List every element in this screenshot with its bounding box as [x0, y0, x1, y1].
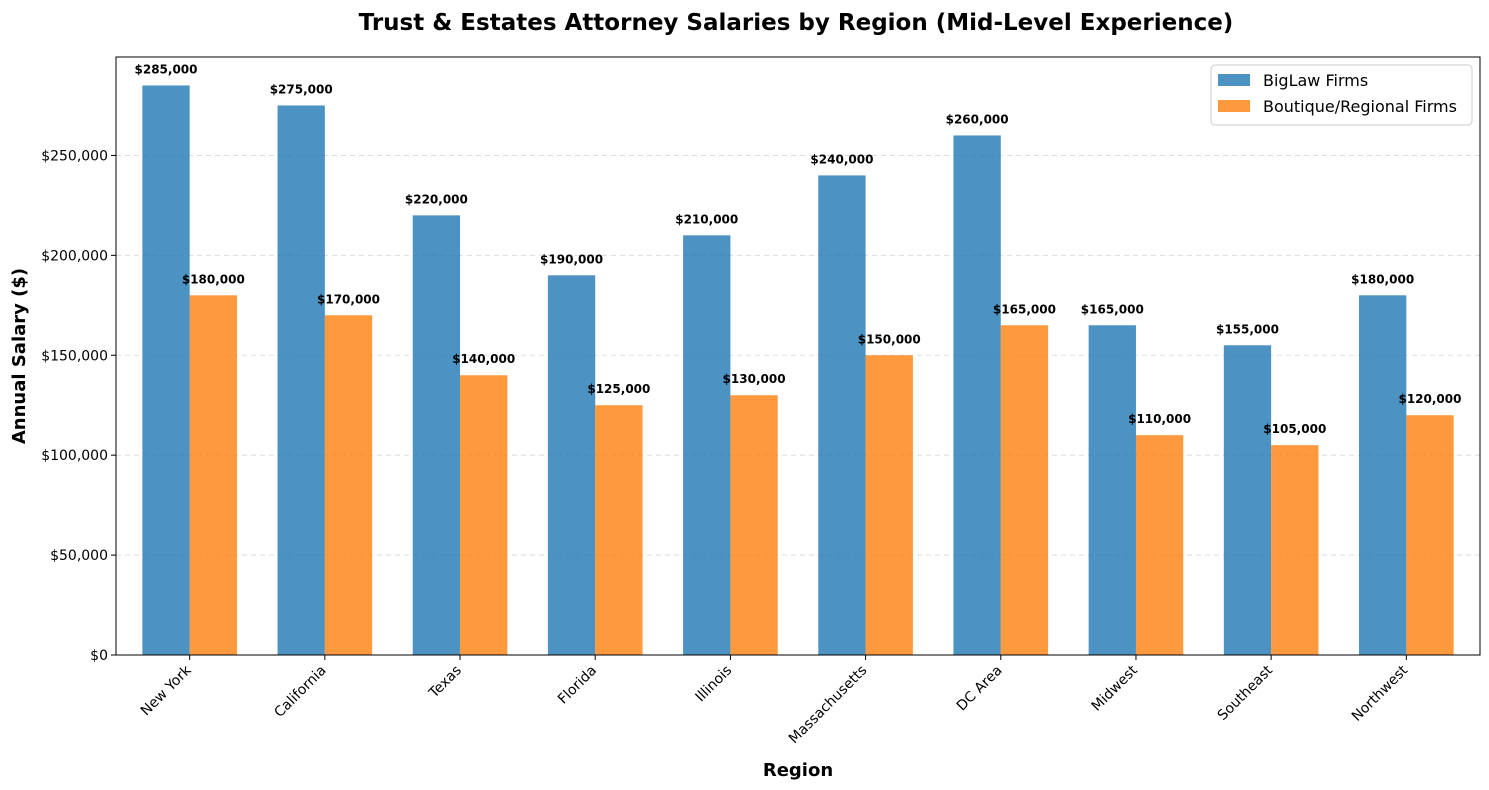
bar-biglaw — [953, 135, 1001, 655]
x-tick-label: New York — [138, 662, 195, 719]
legend: BigLaw Firms Boutique/Regional Firms — [1210, 64, 1473, 126]
bar-boutique — [460, 375, 508, 655]
bar-biglaw — [412, 215, 461, 655]
plot-frame — [115, 56, 1481, 656]
legend-swatch — [1218, 74, 1250, 86]
x-tick-label: Northwest — [1349, 662, 1412, 725]
data-label: $285,000 — [135, 62, 198, 76]
x-tick-label: Illinois — [693, 663, 736, 706]
x-tick-label: Midwest — [1089, 662, 1141, 714]
bar-biglaw — [1359, 295, 1407, 655]
bar-biglaw — [683, 235, 731, 655]
data-label: $240,000 — [810, 152, 873, 166]
bar-biglaw — [818, 175, 866, 655]
x-tick-label: Massachusetts — [786, 663, 870, 747]
data-label: $275,000 — [270, 82, 333, 96]
data-label: $155,000 — [1216, 322, 1279, 336]
x-axis-label: Region — [763, 760, 833, 781]
bar-boutique — [595, 405, 643, 655]
bar-boutique — [189, 295, 237, 655]
y-tick-label: $250,000 — [41, 148, 108, 164]
bar-biglaw — [547, 275, 596, 655]
bar-biglaw — [1223, 345, 1272, 655]
data-label: $105,000 — [1263, 422, 1326, 436]
bar-biglaw — [1088, 325, 1136, 655]
data-label: $110,000 — [1128, 412, 1191, 426]
x-tick-label: Texas — [425, 663, 464, 702]
x-tick-label: DC Area — [954, 663, 1006, 715]
data-label: $125,000 — [587, 382, 650, 396]
legend-box — [1210, 64, 1473, 126]
data-labels: $285,000 $180,000 $275,000 $170,000 $220,000… — [135, 62, 1462, 436]
data-label: $260,000 — [946, 112, 1009, 126]
chart-title: Trust & Estates Attorney Salaries by Reg… — [359, 10, 1234, 36]
data-label: $140,000 — [452, 352, 515, 366]
data-label: $190,000 — [540, 252, 603, 266]
bar-boutique — [1000, 325, 1049, 655]
data-label: $220,000 — [405, 192, 468, 206]
y-tick-label: $50,000 — [50, 548, 108, 564]
y-tick-label: $100,000 — [41, 448, 108, 464]
bar-boutique — [1406, 415, 1454, 655]
data-label: $130,000 — [723, 372, 786, 386]
y-axis: $0 $50,000 $100,000 $150,000 $200,000 $250,00… — [41, 148, 116, 664]
legend-label: BigLaw Firms — [1263, 71, 1368, 90]
bar-biglaw — [142, 85, 190, 655]
y-axis-label: Annual Salary ($) — [9, 268, 30, 444]
data-label: $165,000 — [1081, 302, 1144, 316]
data-label: $170,000 — [317, 292, 380, 306]
bar-biglaw — [277, 105, 325, 656]
legend-swatch — [1218, 100, 1250, 112]
data-label: $150,000 — [858, 332, 921, 346]
x-axis: New York California Texas Florida Illinois Ma… — [138, 655, 1412, 747]
x-tick-label: California — [271, 663, 329, 721]
bar-boutique — [730, 395, 778, 655]
data-label: $180,000 — [182, 272, 245, 286]
data-label: $165,000 — [993, 302, 1056, 316]
y-tick-label: $200,000 — [41, 248, 108, 264]
bar-boutique — [865, 355, 913, 655]
bar-boutique — [1271, 445, 1319, 655]
legend-label: Boutique/Regional Firms — [1263, 97, 1457, 116]
bar-boutique — [1135, 435, 1184, 655]
y-tick-label: $0 — [90, 648, 108, 664]
x-tick-label: Southeast — [1215, 662, 1277, 724]
bar-boutique — [324, 315, 373, 655]
bars — [142, 85, 1454, 656]
data-label: $180,000 — [1351, 272, 1414, 286]
x-tick-label: Florida — [555, 663, 600, 708]
data-label: $210,000 — [675, 212, 738, 226]
y-tick-label: $150,000 — [41, 348, 108, 364]
data-label: $120,000 — [1398, 392, 1461, 406]
